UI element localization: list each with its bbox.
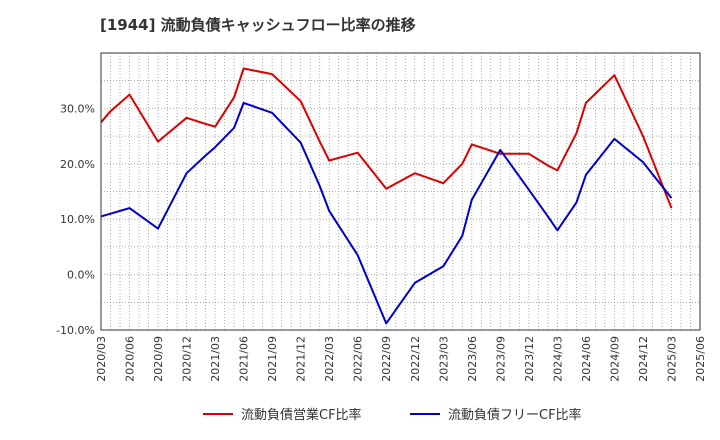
legend: 流動負債営業CF比率 流動負債フリーCF比率 [0,404,720,428]
x-tick-label: 2021/03 [209,336,222,382]
x-tick-label: 2024/03 [551,336,564,382]
legend-swatch-free-cf [410,412,440,415]
x-tick-label: 2023/06 [466,336,479,382]
x-tick-label: 2025/03 [665,336,678,382]
legend-item-operating-cf: 流動負債営業CF比率 [203,404,362,423]
series-line-operating-cf [100,67,673,209]
x-tick-label: 2020/09 [152,336,165,382]
x-tick-label: 2023/12 [523,336,536,382]
grid-lines [101,53,700,330]
x-tick-label: 2020/03 [95,336,108,382]
x-tick-label: 2021/12 [295,336,308,382]
y-tick-label: 30.0% [60,102,95,115]
x-tick-label: 2020/12 [181,336,194,382]
plot-frame [100,52,701,331]
legend-swatch-operating-cf [203,412,233,415]
x-tick-label: 2023/03 [437,336,450,382]
x-tick-label: 2022/12 [409,336,422,382]
y-axis: -10.0% 0.0% 10.0% 20.0% 30.0% [56,102,95,337]
series-line-free-cf [100,101,673,325]
x-tick-label: 2022/06 [352,336,365,382]
x-axis: 2020/03 2020/06 2020/09 2020/12 2021/03 2021/… [95,336,707,382]
series-layer [100,67,673,325]
x-tick-label: 2025/06 [694,336,707,382]
y-tick-label: -10.0% [56,324,95,337]
x-tick-label: 2024/09 [608,336,621,382]
legend-label-operating-cf: 流動負債営業CF比率 [241,408,362,423]
y-tick-label: 20.0% [60,158,95,171]
x-tick-label: 2021/06 [238,336,251,382]
x-tick-label: 2023/09 [494,336,507,382]
y-tick-label: 10.0% [60,213,95,226]
x-tick-label: 2024/12 [637,336,650,382]
x-tick-label: 2022/09 [380,336,393,382]
x-tick-label: 2022/03 [323,336,336,382]
legend-item-free-cf: 流動負債フリーCF比率 [410,404,582,423]
x-tick-label: 2021/09 [266,336,279,382]
y-tick-label: 0.0% [67,269,95,282]
chart-title: [1944] 流動負債キャッシュフロー比率の推移 [100,16,416,34]
x-tick-label: 2024/06 [580,336,593,382]
legend-label-free-cf: 流動負債フリーCF比率 [448,408,582,423]
x-tick-label: 2020/06 [124,336,137,382]
